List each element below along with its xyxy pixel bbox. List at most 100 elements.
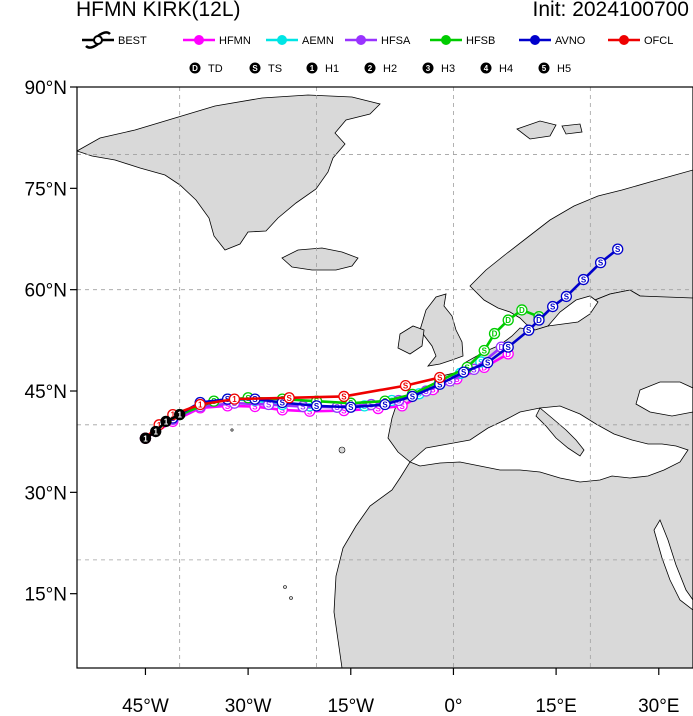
- intensity-symbol-text: D: [192, 64, 198, 73]
- track-point: [399, 379, 412, 392]
- longitude-labels: 45°W 30°W 15°W 0° 15°E 30°E: [122, 696, 679, 716]
- track-point: [594, 257, 607, 269]
- track-point-symbol: S: [399, 402, 405, 411]
- graticule: [77, 87, 693, 668]
- legend-marker: [277, 35, 287, 45]
- model-legend: BEST HFMN AEMN HFSA HFSB AVNO OFCL: [82, 31, 673, 49]
- legend-label: AVNO: [555, 35, 586, 47]
- track-point-symbol: 1: [171, 411, 176, 420]
- track-point-symbol: S: [266, 401, 272, 410]
- intensity-label: H5: [557, 63, 571, 75]
- map-frame: [76, 86, 693, 669]
- track-point-symbol: 1: [157, 421, 162, 430]
- track-point-symbol: 1: [153, 428, 158, 437]
- intensity-symbol-text: 1: [310, 64, 315, 73]
- intensity-symbol: [480, 62, 492, 74]
- track-point-symbol: S: [471, 365, 477, 374]
- track-point-symbol: S: [485, 359, 491, 368]
- legend-item-hfsa: HFSA: [345, 35, 411, 47]
- track-point: [174, 409, 186, 421]
- legend-item-hfmn: HFMN: [183, 35, 251, 47]
- track-point-symbol: D: [498, 343, 504, 352]
- intensity-symbol: [538, 62, 550, 74]
- track-point-symbol: S: [437, 380, 443, 389]
- track-point-symbol: S: [314, 402, 320, 411]
- track-line: [144, 413, 181, 440]
- sea-black: [635, 381, 693, 417]
- track-point-symbol: S: [348, 403, 354, 412]
- track-point: [488, 327, 501, 340]
- track-point-symbol: D: [519, 306, 525, 315]
- init-time-label: Init: 2024100700: [532, 0, 689, 21]
- lat-label: 30°N: [25, 483, 67, 504]
- land-iceland: [281, 247, 359, 271]
- track-point-symbol: S: [287, 394, 293, 403]
- intensity-symbol-text: 3: [426, 64, 431, 73]
- intensity-label: TS: [268, 63, 282, 75]
- track-point: [194, 398, 206, 411]
- legend-item-ofcl: OFCL: [608, 35, 673, 47]
- intensity-symbol: [364, 62, 376, 74]
- intensity-item-h2: 2 H2: [364, 62, 397, 75]
- legend-item-hfsb: HFSB: [430, 35, 495, 47]
- intensity-label: H2: [383, 63, 397, 75]
- track-point: [478, 344, 490, 357]
- legend-marker: [530, 35, 540, 45]
- track-point: [406, 390, 419, 403]
- intensity-symbol-text: 2: [368, 64, 373, 73]
- track-point: [612, 243, 624, 255]
- lon-label: 30°W: [225, 696, 272, 716]
- legend-marker: [356, 35, 366, 45]
- track-point-symbol: S: [280, 406, 286, 415]
- track-point-symbol: S: [598, 259, 604, 268]
- sea-baltic: [547, 295, 599, 327]
- legend-label: AEMN: [302, 35, 334, 47]
- track-point-symbol: S: [506, 343, 512, 352]
- track-point-symbol: 1: [198, 401, 203, 410]
- legend-item-aemn: AEMN: [266, 35, 334, 47]
- legend-label: HFMN: [219, 35, 251, 47]
- track-point-symbol: 1: [143, 434, 148, 443]
- intensity-symbol-text: S: [252, 64, 258, 73]
- track-point: [160, 415, 172, 428]
- intensity-symbol: [249, 62, 261, 74]
- intensity-item-h1: 1 H1: [306, 62, 339, 75]
- land-great-britain: [419, 293, 464, 367]
- legend-marker: [441, 35, 451, 45]
- track-point-symbol: S: [410, 392, 416, 401]
- track-point: [434, 371, 446, 384]
- track-point: [458, 366, 470, 378]
- track-point: [139, 432, 152, 444]
- lon-label: 15°E: [535, 696, 576, 716]
- track-point: [310, 400, 323, 412]
- track-point-symbol: 1: [232, 395, 237, 404]
- legend-marker: [619, 35, 629, 45]
- intensity-label: H1: [325, 63, 339, 75]
- track-point: [516, 304, 528, 316]
- intensity-item-ts: S TS: [249, 62, 282, 75]
- intensity-symbol: [306, 62, 318, 74]
- track-point-symbol: S: [403, 382, 409, 391]
- lat-label: 60°N: [25, 281, 67, 302]
- track-point-symbol: D: [505, 316, 511, 325]
- lat-label: 90°N: [25, 78, 67, 99]
- track-point-symbol: S: [482, 346, 488, 355]
- track-point-symbol: 1: [164, 417, 169, 426]
- lon-label: 30°E: [638, 696, 679, 716]
- lon-label: 15°W: [327, 696, 374, 716]
- lon-label: 45°W: [122, 696, 169, 716]
- lat-label: 15°N: [25, 585, 67, 606]
- track-point-symbol: S: [550, 303, 556, 312]
- intensity-item-h5: 5 H5: [538, 62, 571, 75]
- track-point-symbol: S: [382, 401, 388, 410]
- track-point: [338, 390, 350, 403]
- track-point: [502, 314, 514, 326]
- track-point: [547, 300, 559, 313]
- track-point: [502, 341, 514, 353]
- track-point-symbol: D: [505, 350, 511, 359]
- track-point: [577, 273, 590, 286]
- track-point-symbol: S: [300, 403, 306, 412]
- track-point: [345, 401, 357, 413]
- forecast-tracks: SSSSSSSSSSSSDDSSSSSSSSSSSSSSSSSSSSSSSSSS…: [139, 243, 624, 444]
